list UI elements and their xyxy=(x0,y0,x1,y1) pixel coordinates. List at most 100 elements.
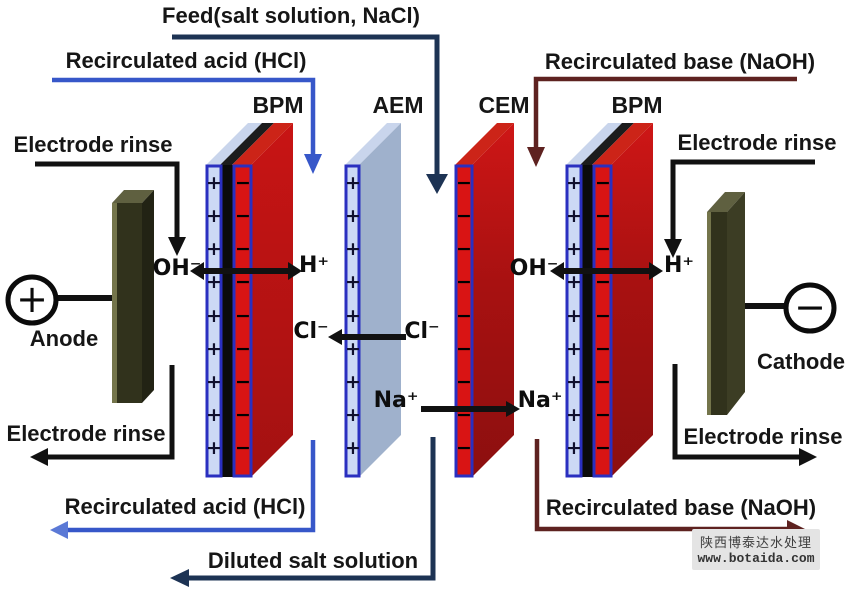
h-arrowhead xyxy=(649,262,663,280)
charge-symbol: + xyxy=(206,238,222,261)
charge-symbol: − xyxy=(595,370,611,393)
charge-symbol: + xyxy=(566,437,582,459)
charge-symbol: + xyxy=(345,205,361,228)
ion-na-feed-side: Na⁺ xyxy=(373,388,419,413)
bpm-left-anion-layer xyxy=(205,164,223,478)
membrane-cem xyxy=(454,123,514,478)
membrane-label-bpm-left: BPM xyxy=(252,92,304,118)
diluate-outlet-line xyxy=(170,437,436,587)
charge-symbol: + xyxy=(206,172,222,194)
bpm-left-cation-top-face xyxy=(232,123,293,165)
rinse-arrowhead xyxy=(664,239,682,258)
bpm-right-body xyxy=(611,123,653,477)
charge-symbol: − xyxy=(595,337,611,360)
charge-symbol: − xyxy=(235,238,251,261)
charge-symbol: − xyxy=(456,337,472,360)
electrode-rinse-top-left-label: Electrode rinse xyxy=(13,132,173,157)
membrane-label-cem: CEM xyxy=(478,92,530,118)
na-arrowhead xyxy=(506,401,520,417)
charge-symbol: − xyxy=(235,271,251,294)
rinse-arrowhead xyxy=(799,448,817,466)
cathode-plate-side-face xyxy=(727,192,745,415)
acid-outlet-arrowhead xyxy=(50,521,68,539)
charge-symbol: − xyxy=(456,271,472,294)
cem-top-face xyxy=(455,123,514,165)
membrane-label-bpm-right: BPM xyxy=(611,92,663,118)
charge-symbol: − xyxy=(456,205,472,228)
bpm-left-anion-charges: + + + + + + + + + xyxy=(206,174,222,458)
charge-symbol: − xyxy=(456,304,472,327)
bpm-right-anion-top-face xyxy=(566,123,622,165)
bpm-left-junction-top-face xyxy=(220,123,274,165)
ion-cl-acid-side: Cl⁻ xyxy=(293,319,329,344)
charge-symbol: + xyxy=(345,304,361,327)
bpm-right-junction-layer xyxy=(581,165,593,477)
electrode-rinse-top-left-line xyxy=(35,161,186,256)
ion-oh-right: OH⁻ xyxy=(509,256,559,281)
electrode-rinse-bottom-left-line xyxy=(30,365,175,466)
acid-inlet-line xyxy=(52,77,322,174)
charge-symbol: − xyxy=(456,437,472,459)
charge-symbol: − xyxy=(595,238,611,261)
charge-symbol: + xyxy=(206,337,222,360)
charge-symbol: − xyxy=(595,403,611,426)
anode-label: Anode xyxy=(29,326,99,351)
charge-symbol: + xyxy=(345,337,361,360)
rinse-arrowhead xyxy=(168,237,186,256)
electrode-rinse-top-right-label: Electrode rinse xyxy=(677,130,837,155)
cathode-assembly xyxy=(707,192,837,415)
bpm-right-cation-charges: − − − − − − − − − xyxy=(595,174,611,458)
charge-symbol: − xyxy=(235,437,251,459)
acid-inlet-arrowhead xyxy=(304,154,322,174)
bpm-right-junction-top-face xyxy=(580,123,634,165)
charge-symbol: − xyxy=(595,205,611,228)
charge-symbol: − xyxy=(595,437,611,459)
bpm-left-cation-charges: − − − − − − − − − xyxy=(235,174,251,458)
bpm-right-anion-charges: + + + + + + + + + xyxy=(566,174,582,458)
cem-charges: − − − − − − − − − xyxy=(456,174,472,458)
anode-plus-symbol: + xyxy=(16,277,48,322)
charge-symbol: + xyxy=(345,271,361,294)
acid-inlet-label: Recirculated acid (HCl) xyxy=(65,48,307,73)
bpm-left-anion-top-face xyxy=(206,123,262,165)
membrane-label-aem: AEM xyxy=(372,92,424,118)
charge-symbol: + xyxy=(206,205,222,228)
charge-symbol: + xyxy=(566,238,582,261)
water-splitting-arrow-left xyxy=(190,262,302,280)
acid-outlet-label: Recirculated acid (HCl) xyxy=(64,494,306,519)
diluate-outlet-label: Diluted salt solution xyxy=(207,548,419,573)
electrode-rinse-bottom-right-label: Electrode rinse xyxy=(683,424,843,449)
charge-symbol: + xyxy=(566,205,582,228)
ion-oh-left: OH⁻ xyxy=(152,256,202,281)
feed-arrowhead-down xyxy=(426,174,448,194)
base-inlet-line xyxy=(527,76,797,167)
bpm-right-cation-layer xyxy=(592,164,613,478)
charge-symbol: + xyxy=(206,271,222,294)
base-inlet-label: Recirculated base (NaOH) xyxy=(544,49,816,74)
anode-plate-highlight xyxy=(112,203,117,403)
watermark-url: www.botaida.com xyxy=(697,551,815,566)
h-arrowhead xyxy=(288,262,302,280)
charge-symbol: + xyxy=(345,172,361,194)
ion-cl-feed-side: Cl⁻ xyxy=(404,319,440,344)
cathode-terminal-circle xyxy=(783,282,837,334)
charge-symbol: − xyxy=(235,403,251,426)
charge-symbol: + xyxy=(345,437,361,459)
ion-h-right: H⁺ xyxy=(663,253,695,278)
cathode-label: Cathode xyxy=(757,349,845,374)
charge-symbol: + xyxy=(206,304,222,327)
anode-assembly xyxy=(5,190,154,403)
charge-symbol: − xyxy=(235,172,251,194)
cathode-plate-highlight xyxy=(707,212,711,415)
anode-plate-side-face xyxy=(142,190,154,403)
electrode-rinse-top-right-line xyxy=(664,159,815,258)
bpm-left-body xyxy=(251,123,293,477)
charge-symbol: − xyxy=(235,337,251,360)
charge-symbol: − xyxy=(235,304,251,327)
charge-symbol: − xyxy=(595,172,611,194)
base-outlet-label: Recirculated base (NaOH) xyxy=(545,495,817,520)
charge-symbol: + xyxy=(566,304,582,327)
cem-body xyxy=(472,123,514,477)
